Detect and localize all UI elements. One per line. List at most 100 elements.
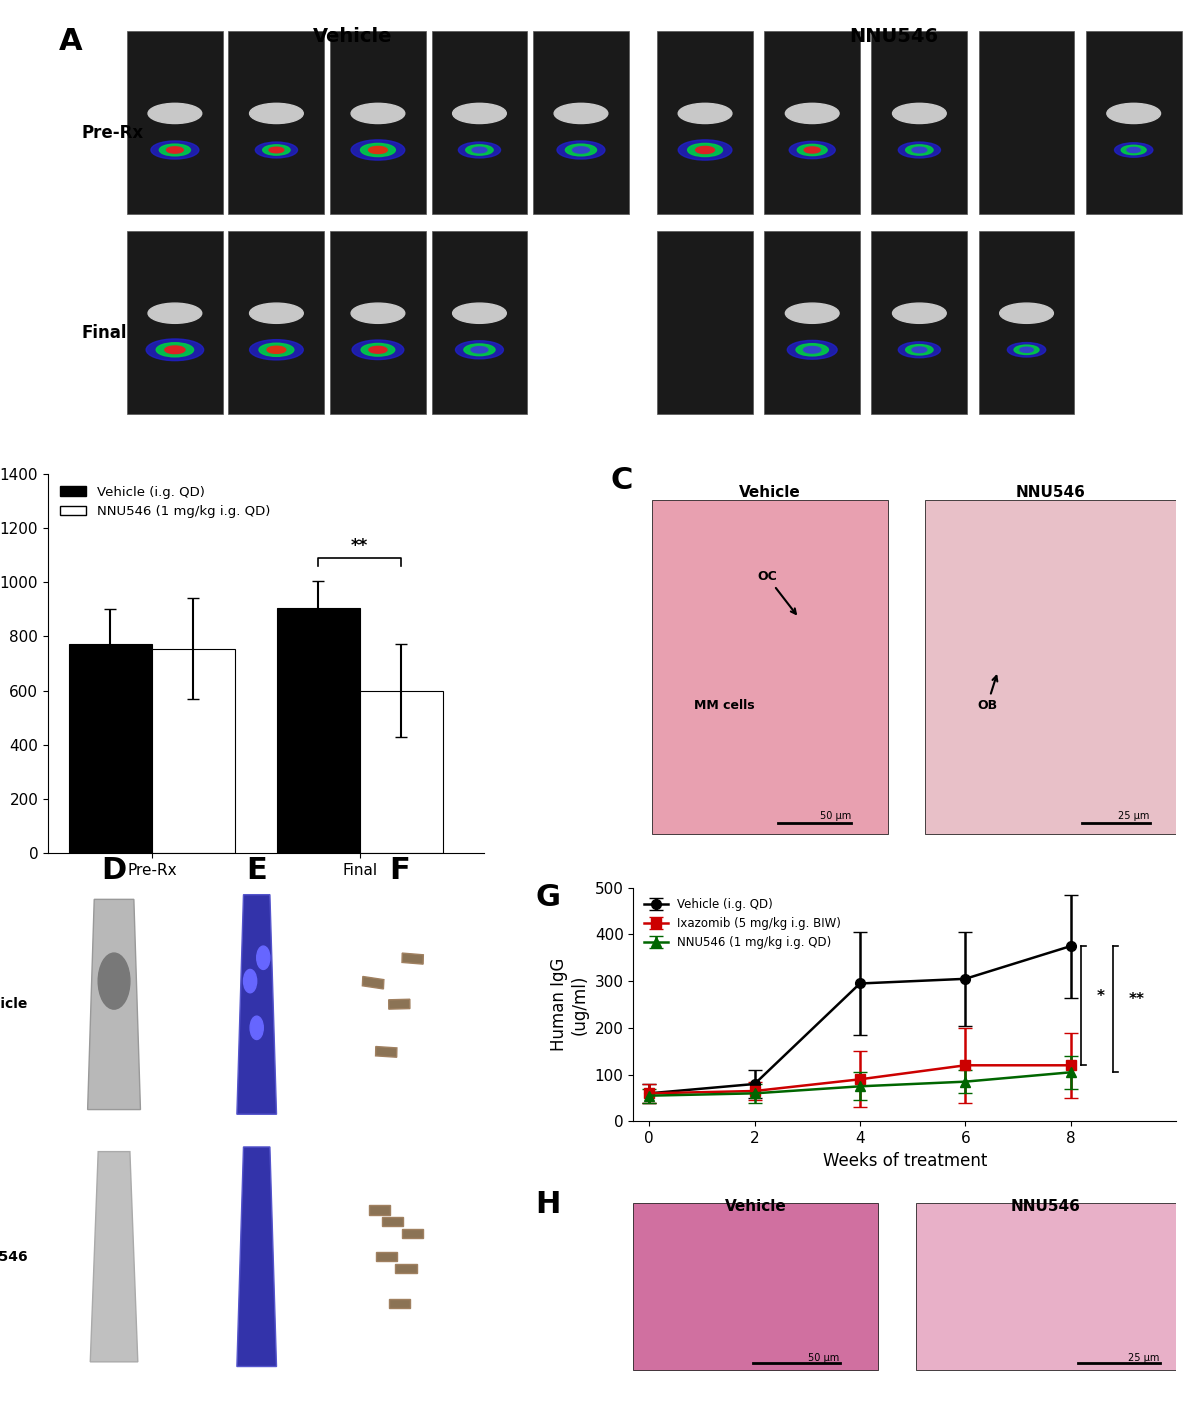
Circle shape	[906, 344, 934, 355]
Text: NNU546: NNU546	[1015, 486, 1085, 500]
Circle shape	[452, 103, 506, 123]
Circle shape	[1000, 303, 1054, 323]
Y-axis label: Human IgG
(ug/ml): Human IgG (ug/ml)	[551, 957, 589, 1051]
Bar	[402, 952, 424, 963]
Circle shape	[572, 147, 589, 153]
Text: 25 μm: 25 μm	[1128, 1352, 1159, 1364]
Circle shape	[696, 146, 714, 153]
Circle shape	[269, 147, 284, 153]
Circle shape	[368, 146, 388, 153]
Circle shape	[554, 103, 608, 123]
Circle shape	[164, 346, 185, 354]
Circle shape	[352, 340, 404, 360]
Circle shape	[1014, 346, 1039, 354]
FancyBboxPatch shape	[658, 231, 754, 413]
Text: Pre-Rx: Pre-Rx	[82, 125, 144, 142]
Circle shape	[452, 303, 506, 323]
Circle shape	[804, 147, 821, 153]
FancyBboxPatch shape	[916, 1202, 1176, 1369]
Circle shape	[464, 344, 496, 355]
Circle shape	[1127, 147, 1140, 153]
Text: D: D	[102, 857, 127, 885]
FancyBboxPatch shape	[432, 31, 528, 214]
Text: Vehicle: Vehicle	[0, 997, 28, 1011]
Circle shape	[678, 103, 732, 123]
Circle shape	[151, 142, 199, 159]
Polygon shape	[88, 899, 140, 1110]
Circle shape	[912, 347, 926, 353]
FancyBboxPatch shape	[979, 231, 1074, 413]
Circle shape	[796, 344, 828, 355]
Circle shape	[688, 143, 722, 157]
FancyBboxPatch shape	[764, 31, 860, 214]
Circle shape	[368, 347, 388, 353]
Text: *: *	[1097, 988, 1105, 1004]
Circle shape	[167, 147, 184, 153]
Text: G: G	[535, 884, 560, 912]
FancyBboxPatch shape	[330, 31, 426, 214]
Text: 25 μm: 25 μm	[1118, 811, 1150, 821]
Circle shape	[456, 341, 504, 358]
Circle shape	[361, 344, 395, 357]
Polygon shape	[236, 895, 276, 1114]
Circle shape	[1115, 143, 1153, 157]
Text: Vehicle: Vehicle	[313, 27, 392, 45]
FancyBboxPatch shape	[653, 500, 888, 834]
Text: Vehicle: Vehicle	[739, 486, 802, 500]
Circle shape	[146, 338, 204, 361]
Circle shape	[804, 347, 821, 353]
Circle shape	[1020, 347, 1033, 353]
Circle shape	[912, 147, 926, 153]
Legend: Vehicle (i.g. QD), NNU546 (1 mg/kg i.g. QD): Vehicle (i.g. QD), NNU546 (1 mg/kg i.g. …	[54, 480, 276, 524]
FancyBboxPatch shape	[127, 231, 223, 413]
Circle shape	[472, 347, 488, 353]
Circle shape	[565, 144, 596, 156]
Circle shape	[785, 303, 839, 323]
Bar	[368, 1205, 390, 1215]
FancyBboxPatch shape	[228, 31, 324, 214]
Circle shape	[906, 144, 934, 156]
Text: H: H	[535, 1189, 562, 1219]
FancyBboxPatch shape	[1086, 31, 1182, 214]
Circle shape	[160, 144, 191, 156]
FancyBboxPatch shape	[127, 31, 223, 214]
Circle shape	[250, 1017, 263, 1039]
FancyBboxPatch shape	[925, 500, 1176, 834]
Circle shape	[250, 303, 304, 323]
Circle shape	[148, 103, 202, 123]
Bar	[376, 1046, 397, 1059]
Text: **: **	[352, 537, 368, 555]
Bar	[376, 1252, 397, 1262]
Circle shape	[148, 303, 202, 323]
Text: OB: OB	[977, 675, 997, 712]
FancyBboxPatch shape	[871, 231, 967, 413]
Bar	[382, 1216, 403, 1226]
Text: 50 μm: 50 μm	[820, 811, 851, 821]
Circle shape	[797, 144, 827, 156]
Circle shape	[893, 303, 947, 323]
Text: E: E	[246, 857, 268, 885]
Circle shape	[352, 140, 404, 160]
Circle shape	[899, 142, 941, 159]
Circle shape	[250, 103, 304, 123]
Text: 50 μm: 50 μm	[809, 1352, 840, 1364]
Circle shape	[156, 343, 193, 357]
Text: NNU546: NNU546	[1010, 1199, 1081, 1214]
Circle shape	[250, 340, 304, 360]
Text: A: A	[59, 27, 83, 55]
Bar	[395, 1263, 416, 1273]
Circle shape	[256, 142, 298, 159]
Text: Final: Final	[82, 324, 127, 343]
Text: Vehicle: Vehicle	[725, 1199, 786, 1214]
Circle shape	[257, 946, 270, 970]
Circle shape	[557, 142, 605, 159]
FancyBboxPatch shape	[634, 1202, 877, 1369]
FancyBboxPatch shape	[228, 231, 324, 413]
Circle shape	[458, 142, 500, 159]
Polygon shape	[236, 1147, 276, 1366]
Bar	[152, 649, 235, 854]
Text: NNU546: NNU546	[850, 27, 938, 45]
FancyBboxPatch shape	[533, 31, 629, 214]
Circle shape	[1106, 103, 1160, 123]
Circle shape	[360, 143, 395, 157]
